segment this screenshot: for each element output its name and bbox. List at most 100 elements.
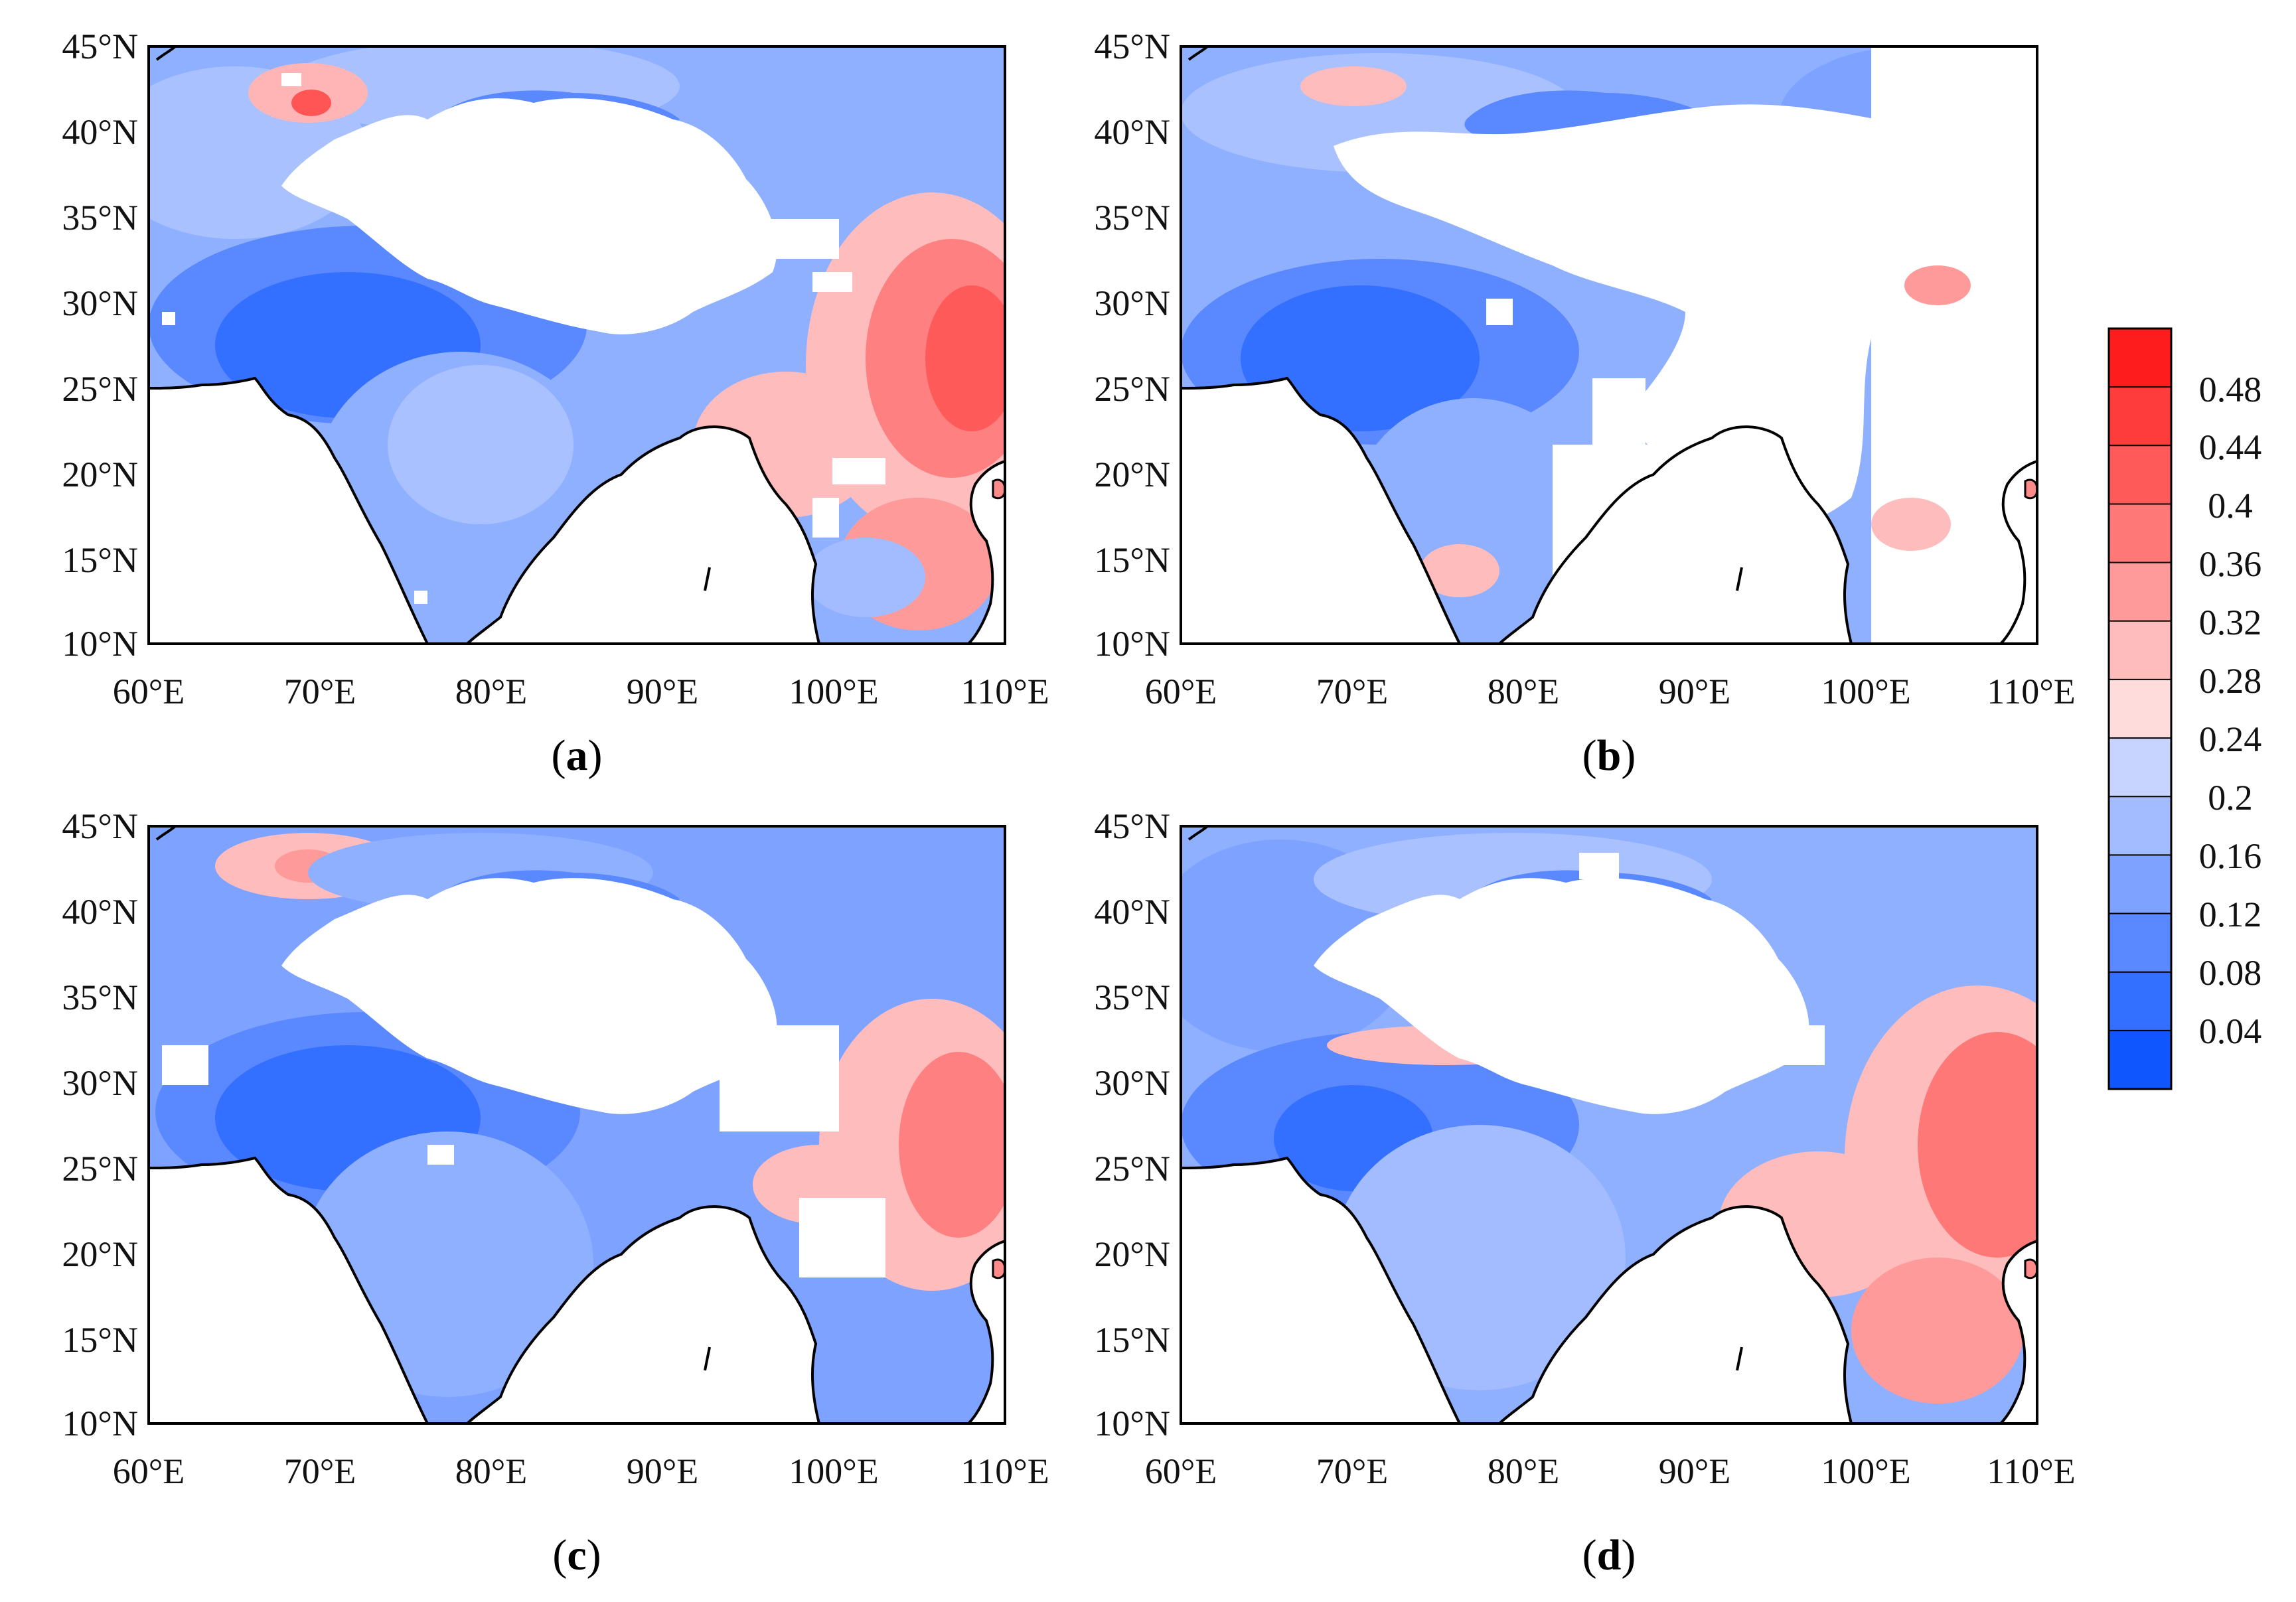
colorbar-label: 0.2 — [2208, 778, 2253, 818]
lon-tick: 110°E — [1987, 672, 2076, 711]
lon-axis-a: 60°E 70°E 80°E 90°E 100°E 110°E — [113, 672, 1049, 711]
lat-tick: 25°N — [62, 369, 138, 409]
lat-axis-d: 45°N 40°N 35°N 30°N 25°N 20°N 15°N 10°N — [1094, 806, 1170, 1443]
colorbar-swatch — [2109, 445, 2171, 504]
colorbar-label: 0.04 — [2199, 1011, 2262, 1051]
colorbar-label: 0.12 — [2199, 895, 2262, 934]
lon-tick: 100°E — [1821, 672, 1911, 711]
colorbar: 0.48 0.44 0.4 0.36 0.32 0.28 0.24 0.2 0.… — [2107, 327, 2262, 1090]
panel-label-c: (c) — [552, 1531, 601, 1579]
lon-tick: 90°E — [627, 1451, 699, 1491]
lon-axis-d: 60°E 70°E 80°E 90°E 100°E 110°E — [1145, 1451, 2076, 1491]
colorbar-label: 0.08 — [2199, 953, 2262, 993]
colorbar-swatch — [2109, 562, 2171, 622]
colorbar-swatch — [2109, 328, 2171, 388]
lon-tick: 70°E — [284, 672, 356, 711]
lon-tick: 80°E — [1488, 672, 1560, 711]
lat-axis-a: 45°N 40°N 35°N 30°N 25°N 20°N 15°N 10°N — [62, 27, 138, 664]
lat-tick: 15°N — [62, 540, 138, 580]
colorbar-label: 0.24 — [2199, 719, 2262, 759]
panel-a — [147, 45, 1006, 645]
lon-tick: 100°E — [789, 672, 879, 711]
lon-tick: 80°E — [455, 672, 528, 711]
lon-tick: 110°E — [1987, 1451, 2076, 1491]
colorbar-label: 0.16 — [2199, 836, 2262, 876]
colorbar-swatch — [2109, 855, 2171, 914]
colorbar-label: 0.4 — [2208, 486, 2253, 526]
colorbar-label: 0.36 — [2199, 544, 2262, 584]
lon-tick: 70°E — [1316, 1451, 1389, 1491]
lat-tick: 20°N — [1094, 455, 1170, 494]
lon-tick: 110°E — [960, 1451, 1049, 1491]
lon-tick: 70°E — [1316, 672, 1389, 711]
lat-tick: 20°N — [62, 455, 138, 494]
colorbar-label: 0.44 — [2199, 427, 2262, 467]
lat-tick: 30°N — [1094, 1063, 1170, 1103]
lon-tick: 100°E — [1821, 1451, 1911, 1491]
lat-tick: 25°N — [1094, 369, 1170, 409]
colorbar-swatch — [2109, 504, 2171, 563]
lat-axis-c: 45°N 40°N 35°N 30°N 25°N 20°N 15°N 10°N — [62, 806, 138, 1443]
lat-tick: 30°N — [62, 283, 138, 323]
lon-tick: 100°E — [789, 1451, 879, 1491]
lat-tick: 35°N — [62, 198, 138, 238]
lat-tick: 10°N — [1094, 1404, 1170, 1443]
lat-tick: 30°N — [1094, 283, 1170, 323]
lon-tick: 60°E — [1145, 1451, 1217, 1491]
colorbar-label: 0.32 — [2199, 603, 2262, 642]
colorbar-label: 0.28 — [2199, 661, 2262, 701]
colorbar-swatch — [2109, 1030, 2171, 1090]
lat-tick: 30°N — [62, 1063, 138, 1103]
lon-tick: 90°E — [1659, 672, 1731, 711]
lat-tick: 10°N — [62, 624, 138, 664]
lon-tick: 60°E — [113, 672, 185, 711]
colorbar-swatch — [2109, 738, 2171, 797]
panel-c — [147, 825, 1006, 1425]
lat-tick: 15°N — [1094, 1320, 1170, 1360]
colorbar-swatch — [2109, 679, 2171, 739]
colorbar-swatch — [2109, 913, 2171, 973]
colorbar-label: 0.48 — [2199, 370, 2262, 409]
lon-axis-c: 60°E 70°E 80°E 90°E 100°E 110°E — [113, 1451, 1049, 1491]
lat-tick: 35°N — [1094, 198, 1170, 238]
lon-tick: 80°E — [455, 1451, 528, 1491]
lon-tick: 90°E — [1659, 1451, 1731, 1491]
panel-b — [1180, 45, 2038, 645]
lat-tick: 45°N — [62, 806, 138, 846]
colorbar-swatch — [2109, 972, 2171, 1031]
lon-tick: 60°E — [113, 1451, 185, 1491]
colorbar-swatches — [2109, 328, 2171, 1090]
lat-tick: 25°N — [1094, 1149, 1170, 1189]
lon-tick: 90°E — [627, 672, 699, 711]
panel-d — [1180, 825, 2038, 1425]
colorbar-swatch — [2109, 387, 2171, 446]
panel-label-d: (d) — [1582, 1531, 1636, 1579]
lat-tick: 45°N — [62, 27, 138, 66]
lat-tick: 10°N — [1094, 624, 1170, 664]
panel-label-b: (b) — [1582, 731, 1636, 780]
lat-axis-b: 45°N 40°N 35°N 30°N 25°N 20°N 15°N 10°N — [1094, 27, 1170, 664]
lon-tick: 60°E — [1145, 672, 1217, 711]
lat-tick: 40°N — [1094, 112, 1170, 152]
lat-tick: 15°N — [62, 1320, 138, 1360]
lat-tick: 40°N — [62, 892, 138, 932]
lat-tick: 10°N — [62, 1404, 138, 1443]
colorbar-swatch — [2109, 796, 2171, 855]
lat-tick: 25°N — [62, 1149, 138, 1189]
lat-tick: 40°N — [1094, 892, 1170, 932]
lat-tick: 20°N — [62, 1234, 138, 1274]
lon-tick: 70°E — [284, 1451, 356, 1491]
lat-tick: 35°N — [62, 978, 138, 1017]
lon-axis-b: 60°E 70°E 80°E 90°E 100°E 110°E — [1145, 672, 2076, 711]
lat-tick: 35°N — [1094, 978, 1170, 1017]
lat-tick: 45°N — [1094, 806, 1170, 846]
lat-tick: 45°N — [1094, 27, 1170, 66]
colorbar-swatch — [2109, 620, 2171, 680]
panel-label-a: (a) — [552, 731, 603, 780]
lat-tick: 15°N — [1094, 540, 1170, 580]
lat-tick: 20°N — [1094, 1234, 1170, 1274]
lon-tick: 110°E — [960, 672, 1049, 711]
lon-tick: 80°E — [1488, 1451, 1560, 1491]
lat-tick: 40°N — [62, 112, 138, 152]
